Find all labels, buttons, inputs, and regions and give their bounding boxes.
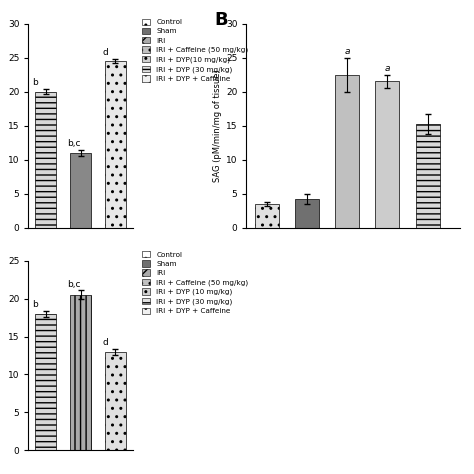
Bar [70,295,91,450]
Bar [416,124,440,228]
Text: a: a [344,46,350,55]
Text: d: d [102,48,108,57]
Legend: Control, Sham, IRI, IRI + Caffeine (50 mg/kg), IRI + DYP (10 mg/kg), IRI + DYP (: Control, Sham, IRI, IRI + Caffeine (50 m… [141,250,249,315]
Bar [105,61,126,228]
Bar [105,352,126,450]
Bar [335,75,359,228]
Y-axis label: SAG (pM/min/mg of tissue): SAG (pM/min/mg of tissue) [213,69,222,182]
Text: a: a [384,64,390,73]
Text: d: d [102,338,108,347]
Text: B: B [214,11,228,29]
Bar [70,153,91,228]
Bar [36,91,56,228]
Bar [375,82,400,228]
Bar [36,314,56,450]
Bar [295,199,319,228]
Text: b,c: b,c [67,280,81,289]
Legend: Control, Sham, IRI, IRI + Caffeine (50 mg/kg), IRI + DYP(10 mg/kg), IRI + DYP (3: Control, Sham, IRI, IRI + Caffeine (50 m… [141,18,249,83]
Text: b,c: b,c [67,139,81,148]
Text: b: b [33,78,38,87]
Text: b: b [33,300,38,309]
Bar [255,204,279,228]
